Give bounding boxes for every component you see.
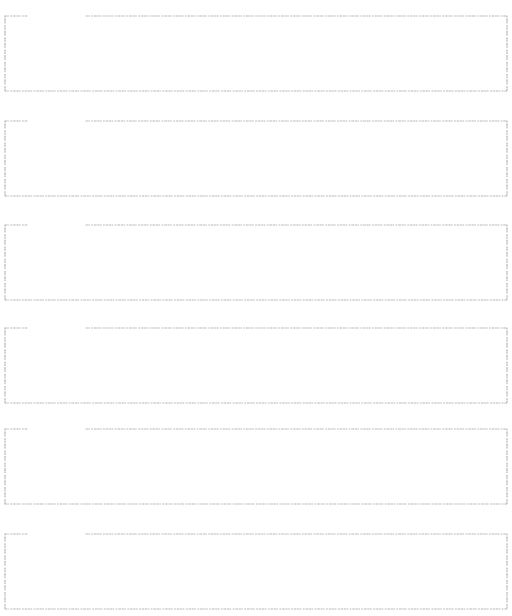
dashed-box-panel-6 [4, 532, 508, 610]
dashed-box-panel-1 [4, 14, 508, 92]
dashed-box-outline-4 [4, 327, 508, 404]
dashed-box-outline-1 [4, 15, 508, 92]
dashed-box-panel-4 [4, 326, 508, 404]
dashed-box-outline-6 [4, 533, 508, 610]
dashed-box-panel-2 [4, 119, 508, 197]
dashed-box-panel-3 [4, 223, 508, 301]
dashed-box-outline-3 [4, 224, 508, 301]
dashed-box-panel-5 [4, 427, 508, 505]
dashed-box-outline-2 [4, 120, 508, 197]
dashed-box-outline-5 [4, 428, 508, 505]
